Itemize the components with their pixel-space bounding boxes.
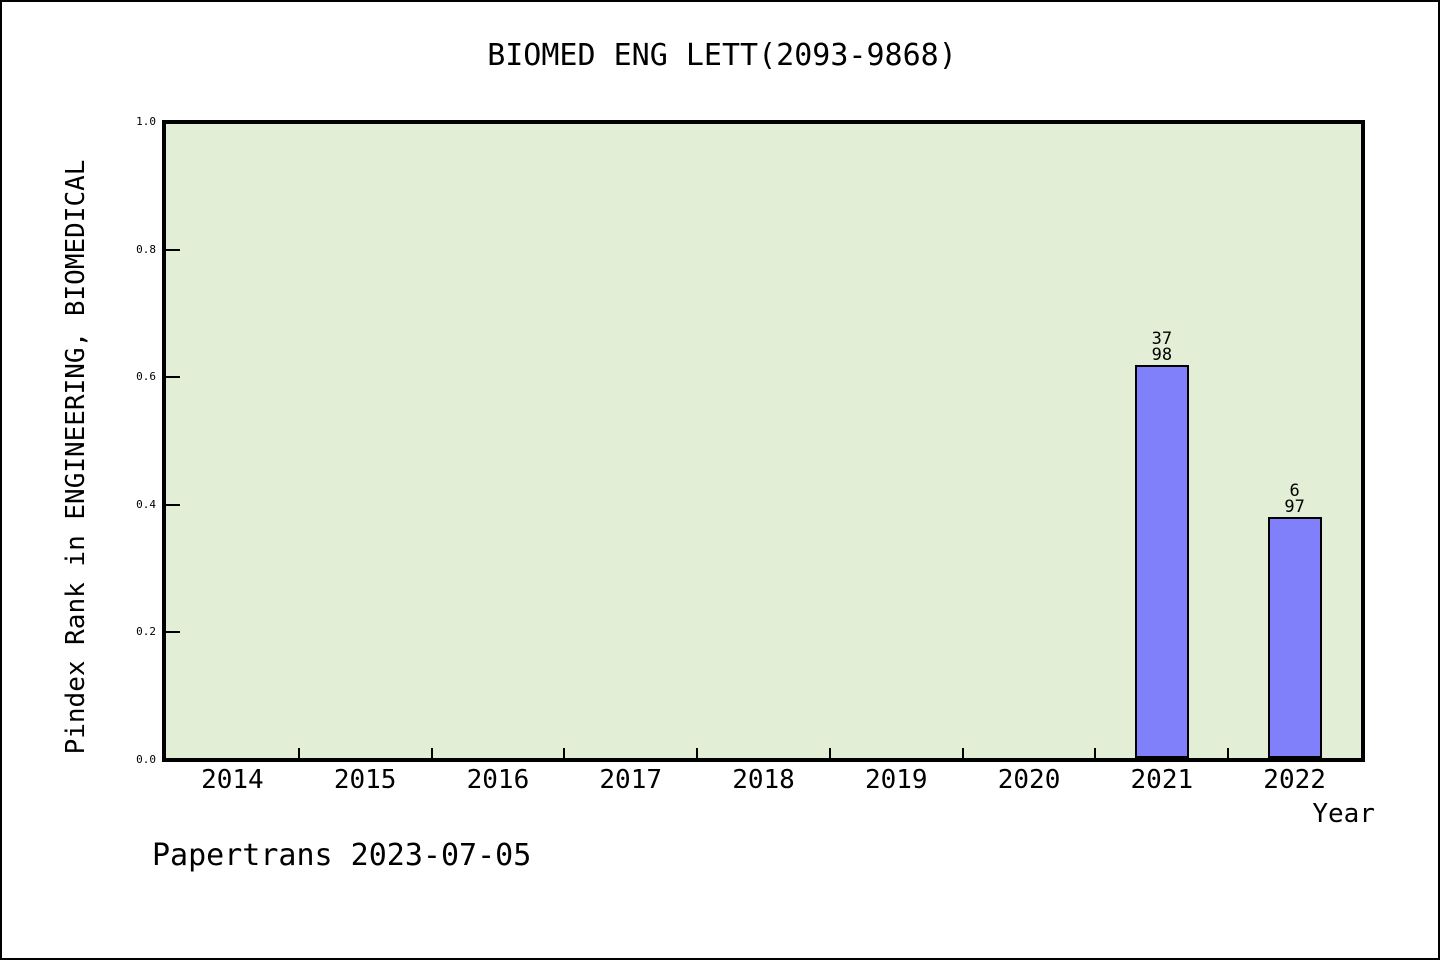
bar-value-label-2021: 37 98 xyxy=(1151,328,1173,365)
x-tick-mark xyxy=(297,748,300,758)
y-tick-label: 0.4 xyxy=(136,497,156,511)
x-tick-mark xyxy=(563,748,566,758)
x-tick-mark xyxy=(430,748,433,758)
chart-title: BIOMED ENG LETT(2093-9868) xyxy=(487,38,957,73)
x-tick-label: 2021 xyxy=(1130,765,1194,795)
x-axis-label: Year xyxy=(1312,799,1375,829)
y-tick-label: 0.8 xyxy=(136,242,156,256)
x-tick-mark xyxy=(961,748,964,758)
y-tick-label: 0.2 xyxy=(136,625,156,639)
x-tick-mark xyxy=(1227,748,1230,758)
y-tick-label: 0.6 xyxy=(136,370,156,384)
y-tick-mark xyxy=(166,503,180,506)
x-tick-mark xyxy=(1094,748,1097,758)
x-tick-mark xyxy=(696,748,699,758)
bar-value-label-2022: 6 97 xyxy=(1284,481,1305,518)
x-tick-label: 2017 xyxy=(599,765,663,795)
x-tick-label: 2014 xyxy=(201,765,264,795)
x-tick-label: 2018 xyxy=(732,765,795,795)
x-tick-label: 2015 xyxy=(333,765,397,795)
bar-2021 xyxy=(1134,364,1189,758)
x-tick-label: 2022 xyxy=(1263,765,1326,795)
y-tick-label: 1.0 xyxy=(136,115,156,128)
footer-text: Papertrans 2023-07-05 xyxy=(152,838,532,873)
x-tick-label: 2016 xyxy=(466,765,530,795)
bar-2022 xyxy=(1267,517,1322,758)
x-tick-mark xyxy=(828,748,831,758)
y-axis-label: Pindex Rank in ENGINEERING, BIOMEDICAL xyxy=(61,159,91,755)
y-tick-mark xyxy=(166,248,180,251)
y-tick-mark xyxy=(166,631,180,634)
x-tick-label: 2019 xyxy=(864,765,928,795)
x-tick-label: 2020 xyxy=(997,765,1061,795)
y-tick-mark xyxy=(166,376,180,379)
y-tick-label: 0.0 xyxy=(136,753,156,766)
